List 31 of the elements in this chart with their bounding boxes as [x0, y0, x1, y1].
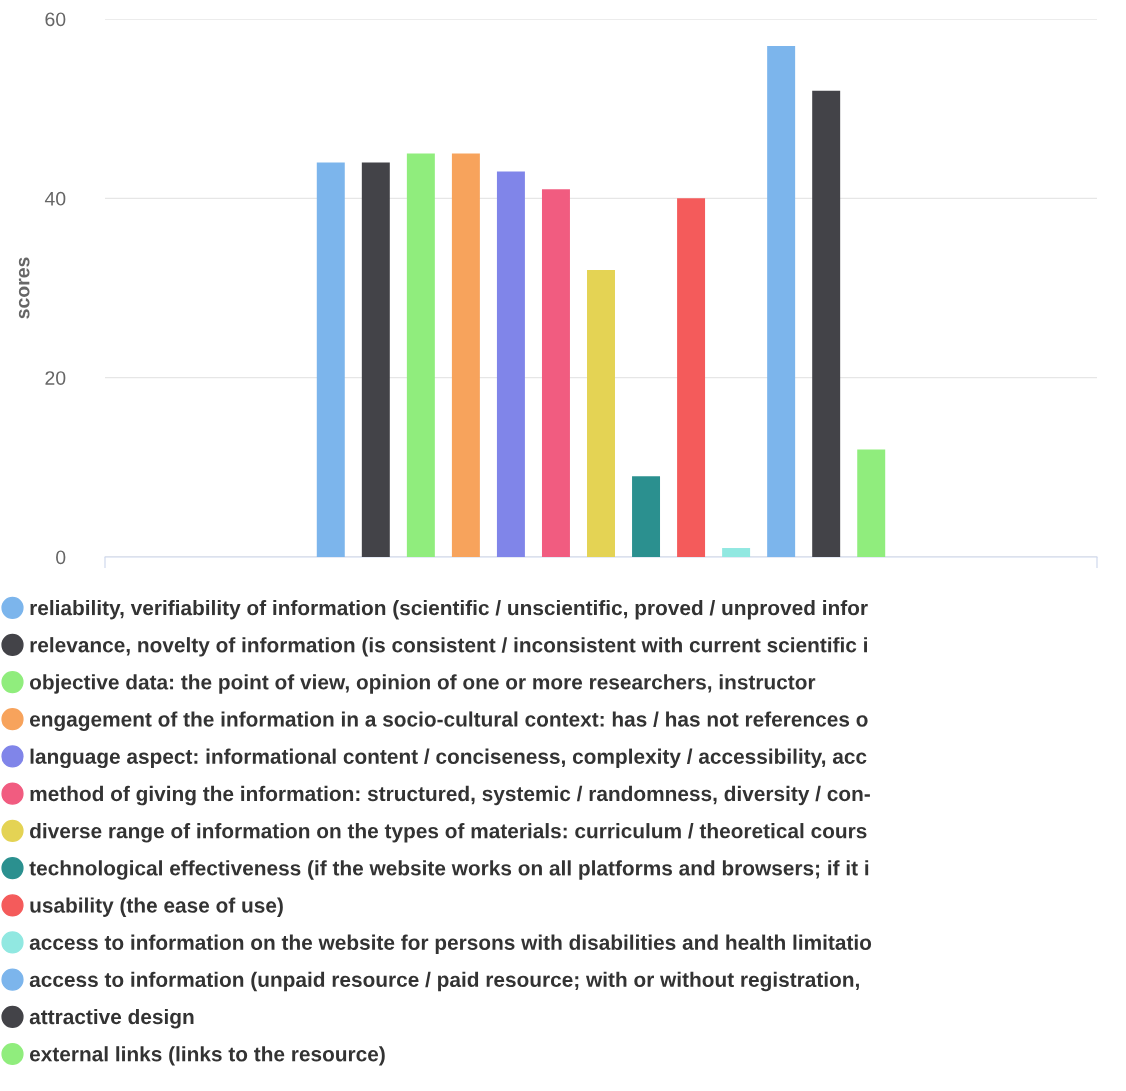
- bar: [722, 548, 751, 557]
- legend-label: engagement of the information in a socio-cultural context: has / has not references o: [29, 711, 868, 731]
- legend-label: access to information on the website for persons with disabilities and health limitatio: [29, 934, 872, 955]
- bar: [361, 162, 390, 557]
- legend-label: technological effectiveness (if the website works on all platforms and browsers; if it i: [29, 860, 869, 880]
- bar: [451, 153, 480, 557]
- y-axis-title: scores: [18, 257, 30, 319]
- bar: [406, 153, 435, 557]
- legend-label: usability (the ease of use): [30, 897, 283, 917]
- y-tick-label: 0: [56, 550, 66, 565]
- legend-label: reliability, verifiability of information (scientific / unscientific, proved / unproved infor: [30, 600, 868, 620]
- bar: [812, 90, 841, 557]
- legend-label: method of giving the information: structured, systemic / randomness, diversity / con-: [30, 785, 870, 806]
- bar: [767, 45, 796, 557]
- legend-label: relevance, novelty of information (is consistent / inconsistent with current scientific i: [30, 637, 867, 657]
- bar: [541, 189, 570, 557]
- bar: [632, 476, 661, 557]
- y-tick-label: 60: [45, 12, 66, 27]
- legend-label: attractive design: [29, 1008, 194, 1029]
- bar: [857, 449, 886, 557]
- bar: [496, 171, 525, 557]
- bar: [677, 198, 706, 557]
- bar: [587, 270, 615, 557]
- legend-label: language aspect: informational content / conciseness, complexity / accessibility, acc: [30, 748, 867, 769]
- legend-label: access to information (unpaid resource / paid resource; with or without registration,: [29, 971, 859, 992]
- y-tick-label: 20: [45, 371, 66, 385]
- legend-label: external links (links to the resource): [29, 1046, 385, 1066]
- y-tick-label: 40: [44, 191, 66, 206]
- legend-label: objective data: the point of view, opinion of one or more researchers, instructor: [29, 674, 816, 694]
- legend-label: diverse range of information on the types of materials: curriculum / theoretical cours: [30, 823, 867, 843]
- bar: [316, 162, 345, 557]
